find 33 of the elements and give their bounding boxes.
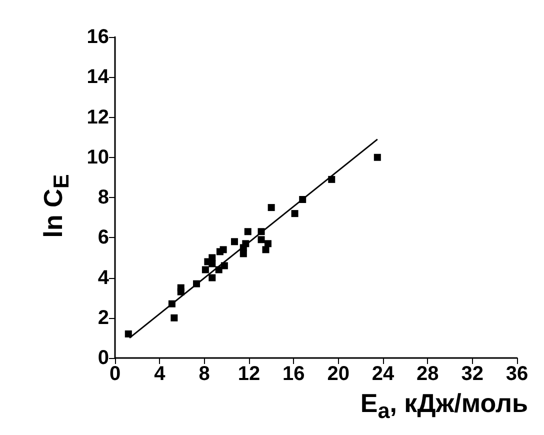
point — [208, 260, 216, 268]
x-tick-label: 28 — [416, 363, 439, 385]
x-tick-label: 8 — [198, 363, 210, 385]
y-tick-label: 2 — [98, 306, 109, 329]
y-tick-label: 12 — [86, 106, 109, 128]
point — [291, 210, 298, 218]
point — [264, 240, 272, 248]
point — [230, 238, 238, 246]
x-tick-label: 36 — [506, 363, 528, 385]
y-tick-label: 8 — [98, 186, 109, 208]
point — [170, 314, 178, 322]
point — [244, 228, 252, 236]
x-tick-label: 4 — [154, 363, 166, 385]
y-tick-label: 16 — [86, 26, 109, 48]
x-axis-title: E$_{a}$, кДж/моль — [360, 388, 528, 424]
x-tick-label: 24 — [372, 363, 395, 385]
x-tick-label: 32 — [461, 363, 484, 385]
y-tick-label: 0 — [98, 347, 109, 369]
point — [258, 236, 265, 244]
point — [374, 154, 381, 161]
y-tick-label: 6 — [98, 226, 109, 249]
x-tick-label: 12 — [238, 363, 260, 385]
x-tick-label: 16 — [282, 363, 305, 385]
y-tick-label: 4 — [98, 266, 110, 289]
point — [268, 204, 275, 212]
x-tick-label: 20 — [327, 363, 350, 385]
point — [202, 266, 209, 274]
y-tick-label: 14 — [86, 66, 110, 88]
point — [124, 330, 132, 338]
y-tick-label: 10 — [86, 146, 109, 168]
point — [208, 274, 216, 282]
point — [177, 284, 184, 292]
point — [220, 246, 227, 254]
